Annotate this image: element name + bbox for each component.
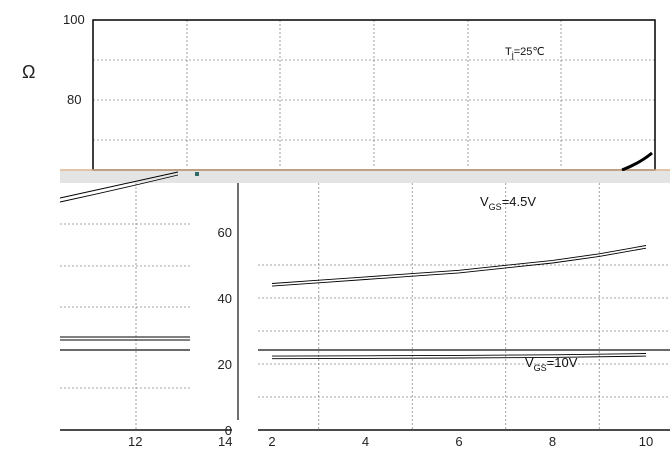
y-tick-label-60: 60 [218,225,232,240]
x-tick-label-14: 14 [218,434,232,449]
series-0-line [271,247,647,287]
tear-marker [195,172,199,176]
y-tick-label-100: 100 [63,12,85,27]
series-label-symbol: V [480,194,489,209]
y-tick-label-20: 20 [218,357,232,372]
main-series-group [271,245,647,360]
x-tick-label-2: 2 [268,434,275,449]
series-0-line [271,245,647,284]
temperature-note-symbol: T [505,46,512,58]
temperature-note-rest: =25℃ [514,46,545,58]
main-y-ticks: 60 40 20 0 [218,225,232,438]
x-tick-label-10: 10 [639,434,653,449]
left-fragment: 12 14 [59,171,238,449]
series-label-sub: GS [534,363,547,373]
x-tick-label-8: 8 [549,434,556,449]
tear-band [60,171,670,183]
y-tick-label-40: 40 [218,291,232,306]
series-1-line [271,353,647,357]
series-1-line [271,355,647,360]
left-curve-fragment [59,171,179,199]
upper-fragment: 100 80 Ω Tj=25℃ [22,12,670,172]
series-label-vgs-4-5v: VGS=4.5V [480,194,536,212]
y-axis-label: Ω [22,62,35,82]
temperature-note: Tj=25℃ [505,46,545,60]
main-x-ticks: 2 4 6 8 10 [268,434,653,449]
x-tick-label-12: 12 [128,434,142,449]
y-tick-label-0: 0 [225,423,232,438]
series-label-symbol: V [525,355,534,370]
left-panel-gap [190,183,238,423]
x-tick-label-6: 6 [455,434,462,449]
y-tick-label-80: 80 [67,92,81,107]
upper-curve-fragment [621,151,653,172]
series-label-rest: =10V [547,355,578,370]
temperature-note-sub: j [511,50,514,60]
series-label-vgs-10v: VGS=10V [525,355,578,373]
upper-plot-frame [92,19,656,171]
main-grid [258,183,670,430]
x-tick-label-4: 4 [362,434,369,449]
left-curve-fragment [59,174,179,203]
series-label-rest: =4.5V [502,194,537,209]
series-label-sub: GS [489,202,502,212]
